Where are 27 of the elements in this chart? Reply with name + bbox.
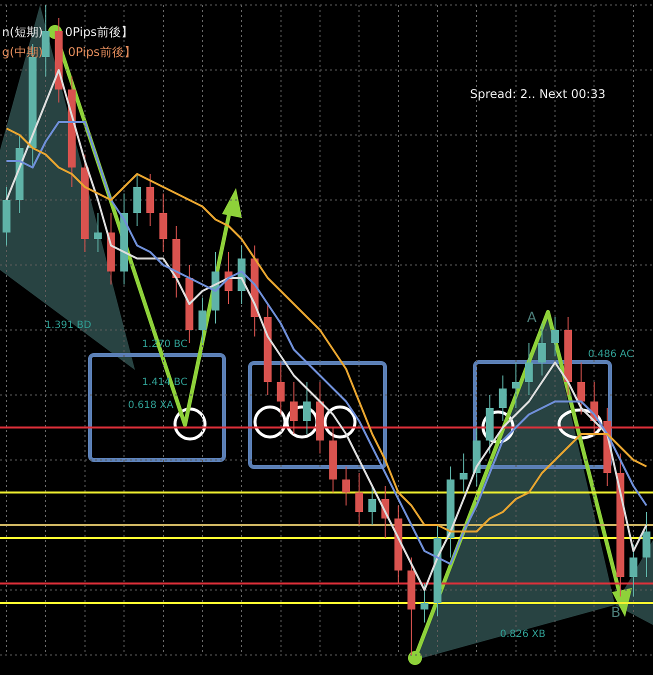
annotation: A xyxy=(527,310,537,326)
candlestick xyxy=(498,375,507,422)
annotation: 1.391 BD xyxy=(45,320,92,331)
candlestick xyxy=(94,212,102,252)
candlestick xyxy=(302,382,311,434)
candlestick xyxy=(629,544,638,597)
candlestick xyxy=(538,323,546,376)
candlestick xyxy=(368,486,376,526)
annotation: B xyxy=(611,605,621,621)
annotation: 0.826 XB xyxy=(500,629,546,640)
candlestick xyxy=(355,472,364,526)
candlestick xyxy=(276,362,285,415)
annotation: 0Pips前後】 xyxy=(65,25,133,39)
candlestick xyxy=(198,297,206,344)
candlestick xyxy=(290,382,298,434)
candlestick xyxy=(460,453,468,493)
annotation: 0.618 XA xyxy=(128,400,174,411)
annotation: 0.486 AC xyxy=(588,349,634,360)
candlestick xyxy=(525,342,533,396)
annotation: Spread: 2.. Next 00:33 xyxy=(470,87,606,101)
candlestick xyxy=(342,466,350,506)
candlestick xyxy=(512,362,520,408)
annotation: 0Pips前後】 xyxy=(68,45,136,59)
candlestick xyxy=(551,316,559,356)
candlestick xyxy=(420,583,428,623)
candlestick xyxy=(577,362,586,415)
annotation: n(短期) xyxy=(2,25,43,39)
